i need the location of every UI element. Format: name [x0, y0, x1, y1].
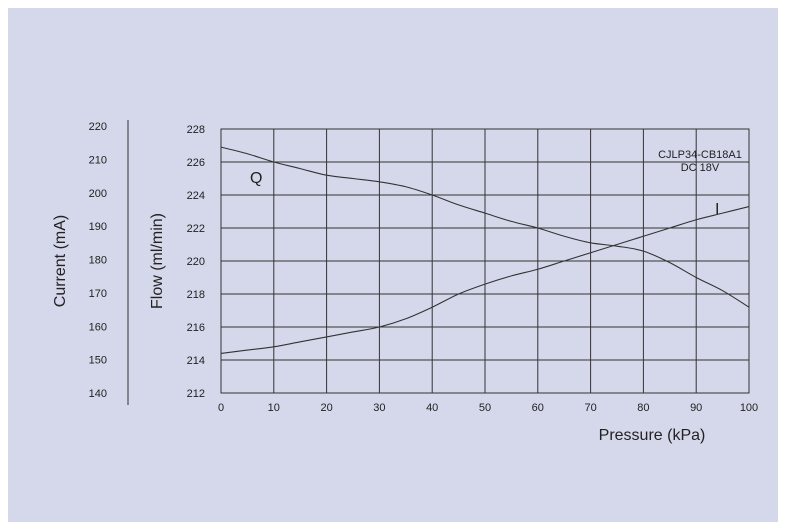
flow-tick-label: 218 [187, 289, 205, 301]
series-label-i: I [715, 201, 719, 218]
flow-tick-label: 228 [187, 124, 205, 136]
current-tick-label: 190 [89, 221, 107, 233]
current-tick-label: 150 [89, 355, 107, 367]
series-label-q: Q [250, 170, 262, 187]
curves [220, 146, 750, 354]
x-tick-label: 30 [373, 402, 385, 414]
chart-grid [220, 128, 750, 394]
current-tick-label: 180 [89, 255, 107, 267]
current-tick-label: 160 [89, 321, 107, 333]
annotation-voltage: DC 18V [681, 162, 720, 174]
flow-tick-label: 212 [187, 388, 205, 400]
x-tick-label: 20 [320, 402, 332, 414]
series-line-q [220, 146, 750, 308]
x-tick-label: 40 [426, 402, 438, 414]
current-tick-label: 200 [89, 188, 107, 200]
flow-tick-label: 214 [187, 355, 205, 367]
flow-tick-label: 224 [187, 190, 205, 202]
x-tick-label: 100 [740, 402, 758, 414]
x-tick-label: 90 [690, 402, 702, 414]
flow-tick-label: 222 [187, 223, 205, 235]
x-tick-label: 50 [479, 402, 491, 414]
chart-background [8, 8, 778, 522]
current-tick-label: 140 [89, 388, 107, 400]
flow-axis-title: Flow (ml/min) [149, 213, 166, 309]
x-tick-label: 60 [532, 402, 544, 414]
tick-labels: 0 10 20 30 40 50 60 70 80 90 100 212 214 216 218 220 222… [89, 121, 759, 414]
x-tick-label: 80 [637, 402, 649, 414]
x-tick-label: 0 [218, 402, 224, 414]
flow-tick-label: 220 [187, 256, 205, 268]
flow-tick-label: 216 [187, 322, 205, 334]
current-tick-label: 170 [89, 288, 107, 300]
current-tick-label: 210 [89, 154, 107, 166]
current-tick-label: 220 [89, 121, 107, 133]
x-axis-title: Pressure (kPa) [599, 427, 706, 444]
plot-frame [220, 128, 750, 394]
x-tick-label: 70 [584, 402, 596, 414]
series-line-i [220, 206, 750, 354]
x-tick-label: 10 [268, 402, 280, 414]
flow-tick-label: 226 [187, 157, 205, 169]
annotation-model: CJLP34-CB18A1 [658, 149, 742, 161]
current-axis-title: Current (mA) [52, 215, 69, 307]
